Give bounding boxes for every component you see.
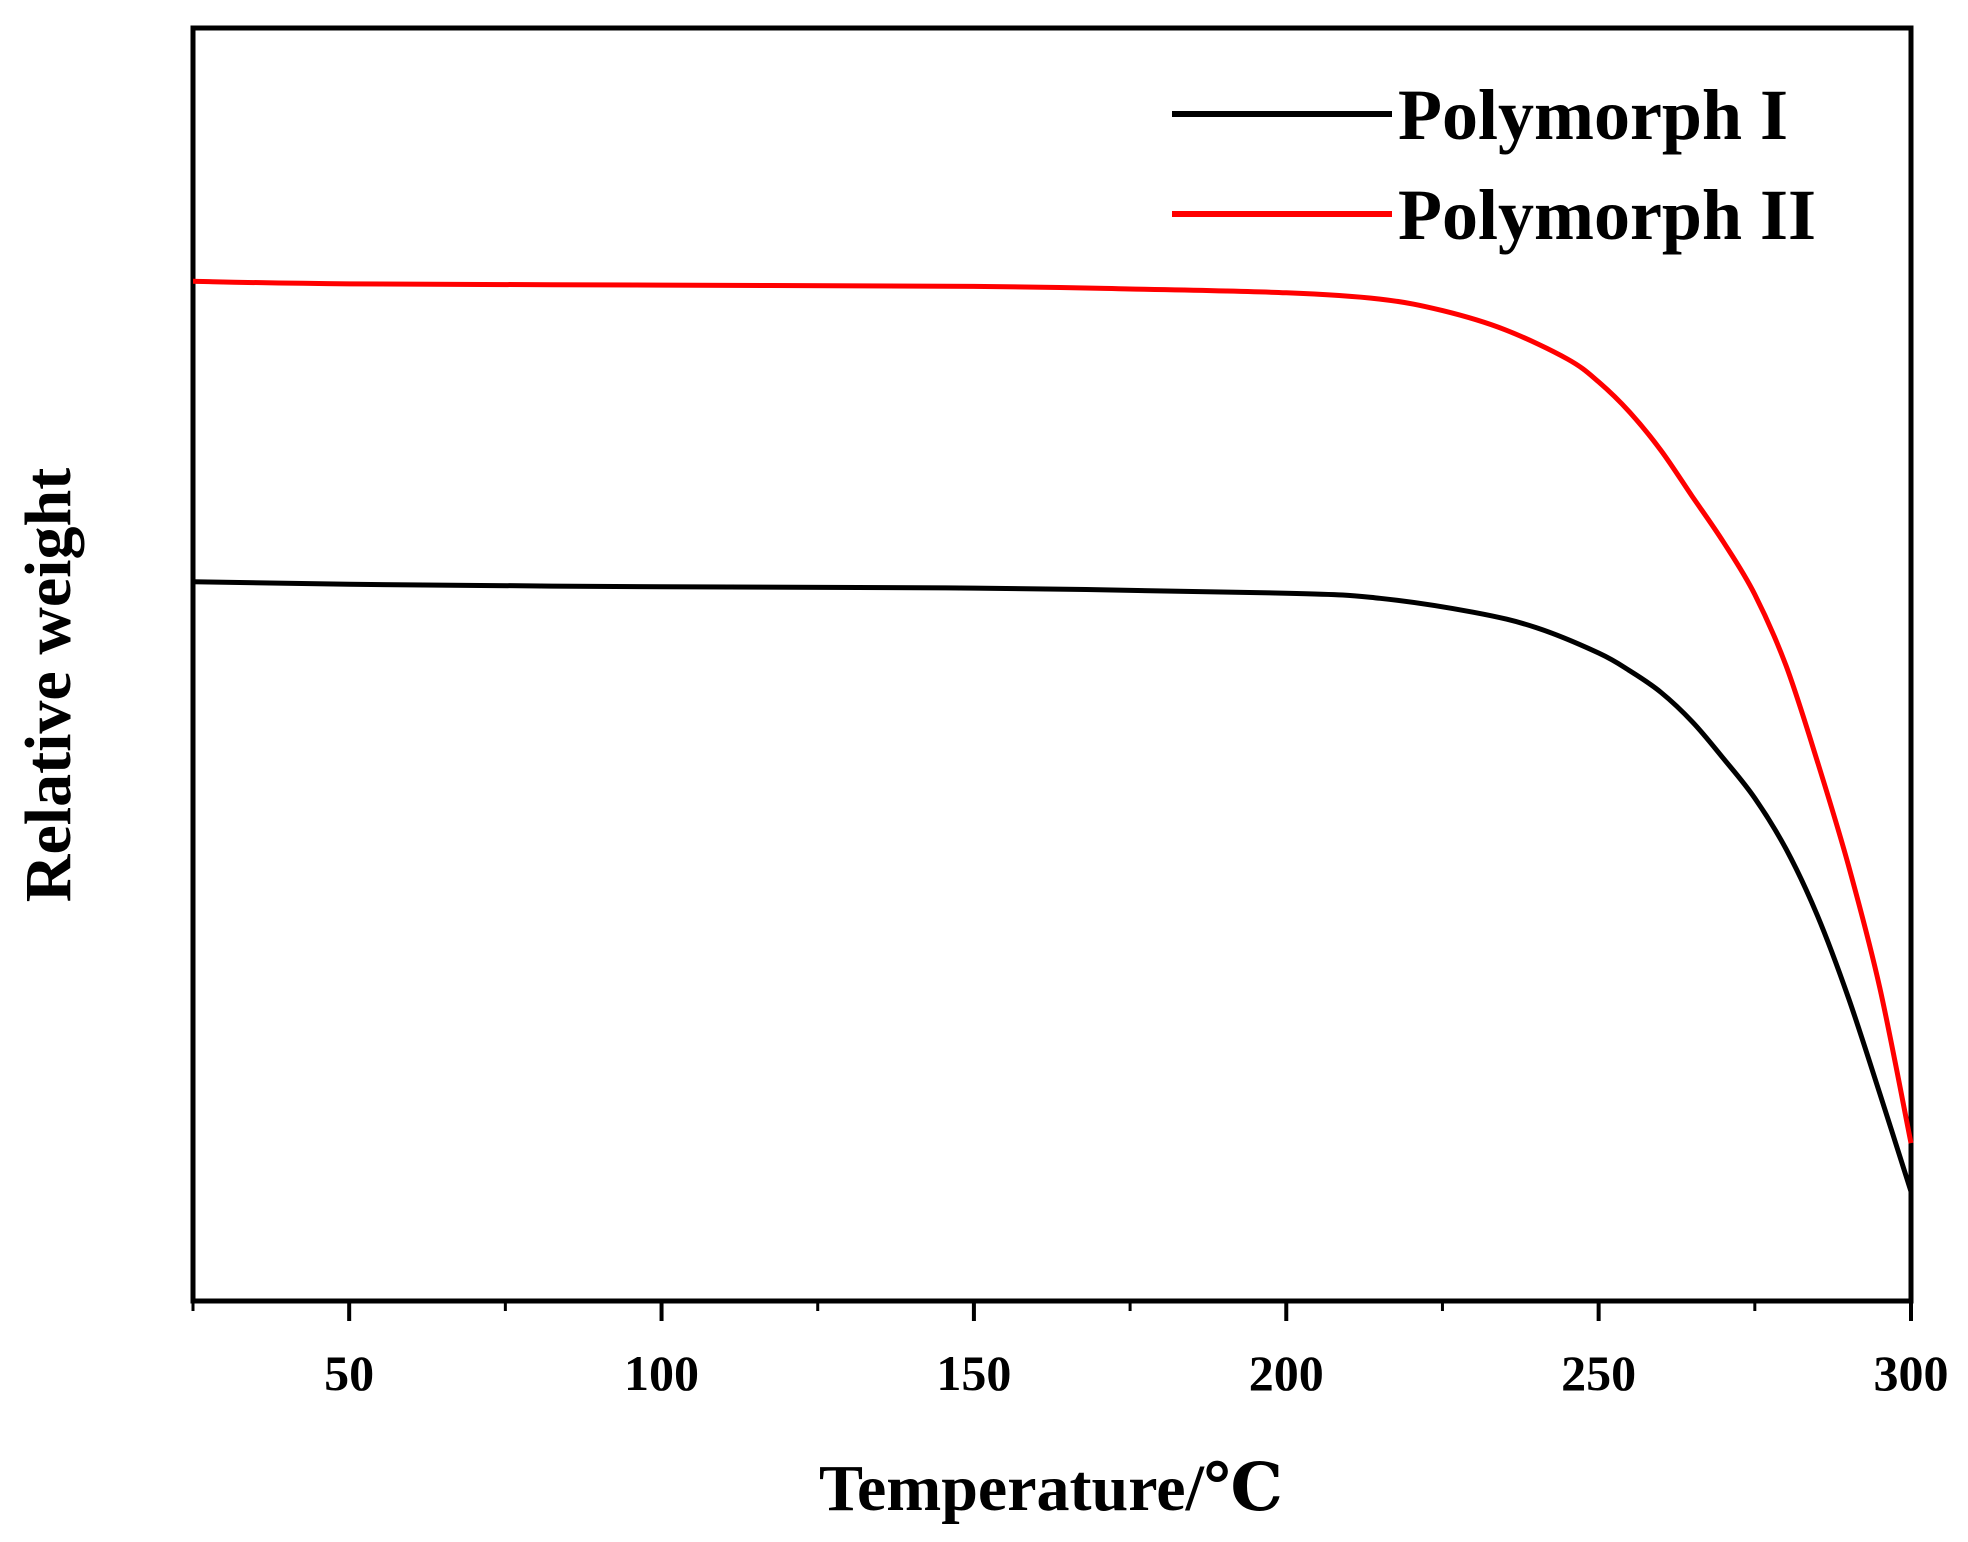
legend: Polymorph I Polymorph II xyxy=(1172,75,1816,255)
x-tick-label: 150 xyxy=(936,1345,1011,1401)
x-tick-label: 250 xyxy=(1561,1345,1636,1401)
series-line-polymorph-ii xyxy=(192,278,1914,1144)
x-tick-label: 100 xyxy=(624,1345,699,1401)
series-layer xyxy=(192,278,1914,1193)
legend-label-polymorph-i: Polymorph I xyxy=(1398,75,1788,155)
series-line-polymorph-i xyxy=(192,579,1914,1193)
plot-frame xyxy=(190,25,1914,1304)
x-tick-label: 300 xyxy=(1874,1345,1949,1401)
x-axis-ticks xyxy=(191,1301,1913,1321)
x-axis-tick-labels: 50 100 150 200 250 300 xyxy=(324,1345,1948,1401)
x-tick-label: 200 xyxy=(1249,1345,1324,1401)
y-axis-title: Relative weight xyxy=(12,468,85,902)
legend-label-polymorph-ii: Polymorph II xyxy=(1398,175,1816,255)
x-tick-label: 50 xyxy=(324,1345,374,1401)
x-axis-title: Temperature/℃ xyxy=(819,1452,1283,1525)
